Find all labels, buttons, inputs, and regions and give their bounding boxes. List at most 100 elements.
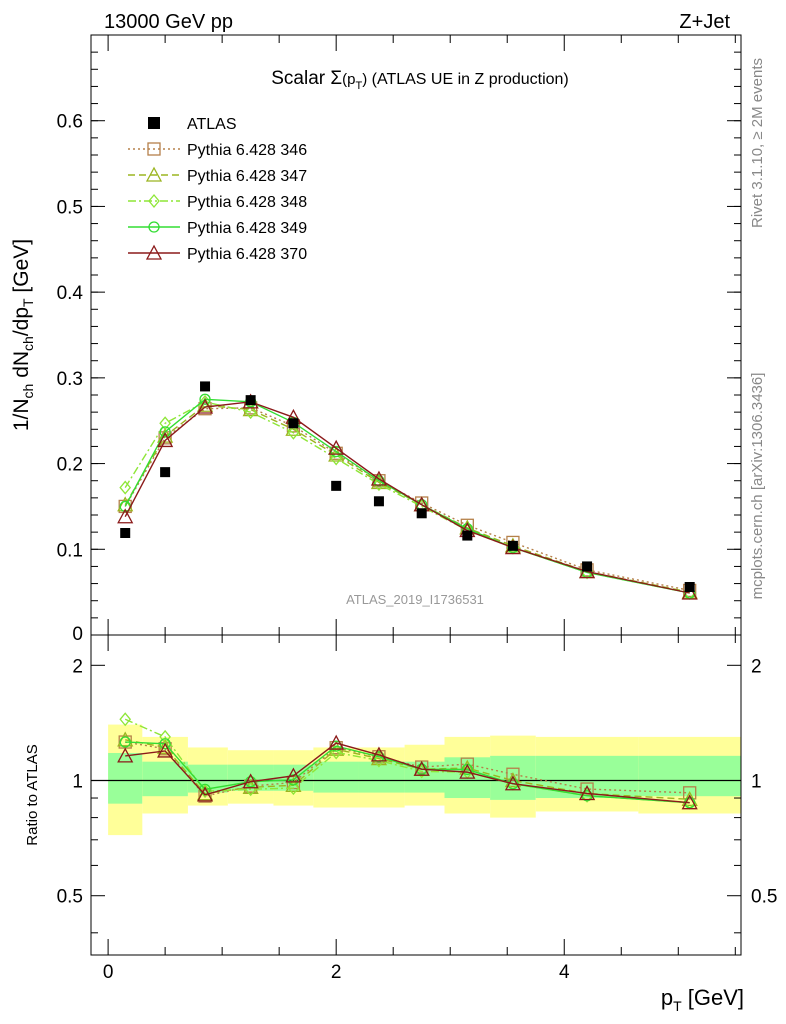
ylabel-part2: dN <box>10 351 33 384</box>
legend-label-data: ATLAS <box>187 116 237 133</box>
data-point <box>245 395 256 406</box>
ratio-y-tick-label-right: 0.5 <box>751 887 777 908</box>
title-arg-sub: T <box>355 80 362 92</box>
ratio-panel-marks <box>117 712 698 810</box>
x-tick-label: 4 <box>559 962 570 983</box>
ratio-series-point <box>285 767 302 783</box>
data-point <box>462 530 473 541</box>
series-point <box>159 426 171 438</box>
ylabel-part3: /dp <box>10 307 33 336</box>
ratio-y-axis-label: Ratio to ATLAS <box>24 744 41 845</box>
ylabel-part4: [GeV] <box>10 239 33 299</box>
ratio-series-point <box>159 738 171 750</box>
title-arg-close: ) <box>362 71 367 88</box>
ratio-series-point <box>117 747 134 763</box>
data-point <box>200 381 211 392</box>
series-point <box>196 396 214 412</box>
legend-marker <box>145 166 163 182</box>
ratio-uncertainty-bands <box>91 724 741 836</box>
legend-label: Pythia 6.428 370 <box>187 246 307 263</box>
x-tick-label: 2 <box>331 962 342 983</box>
legend: ATLAS Pythia 6.428 346 Pythia 6.428 347 Pyt… <box>128 116 307 263</box>
legend-label: Pythia 6.428 348 <box>187 194 307 211</box>
ylabel-sub1: ch <box>20 384 36 399</box>
ratio-series-point <box>681 794 698 810</box>
ylabel-sub3: T <box>20 298 36 307</box>
y-tick-label: 0.5 <box>57 197 83 218</box>
series-point <box>681 584 698 600</box>
main-panel-marks <box>117 381 698 601</box>
data-point <box>373 496 384 507</box>
series-point <box>119 480 132 495</box>
legend-marker <box>148 193 160 209</box>
series-point <box>328 439 345 455</box>
series-point <box>196 398 214 414</box>
ratio-series-line <box>125 739 690 801</box>
legend-marker <box>148 221 160 233</box>
title-sigma: Σ <box>330 68 342 89</box>
ratio-series-point <box>373 753 385 768</box>
series-point <box>199 393 211 405</box>
ratio-band-inner <box>358 761 405 793</box>
xlabel-unit: [GeV] <box>682 985 744 1010</box>
ratio-band-inner <box>142 761 188 797</box>
ratio-panel-frame <box>90 634 742 956</box>
xlabel-sub: T <box>673 998 682 1014</box>
energy-label: 13000 GeV pp <box>104 11 233 33</box>
plot-title: Scalar Σ(pT) (ATLAS UE in Z production) <box>271 68 569 92</box>
ratio-series-point <box>157 742 174 758</box>
data-point <box>160 467 171 478</box>
data-point <box>507 540 518 551</box>
ratio-series-point <box>328 734 345 750</box>
series-point <box>370 470 388 486</box>
y-tick-label: 0.3 <box>57 369 83 390</box>
ratio-series-point <box>370 746 388 762</box>
ratio-series-point <box>413 760 430 776</box>
legend-marker <box>147 142 161 156</box>
data-point <box>684 582 695 592</box>
data-point <box>416 508 427 519</box>
y-axis-label: 1/Nch dNch/dpT [GeV] <box>10 239 36 431</box>
y-tick-label: 0.1 <box>57 540 83 561</box>
ratio-series-point <box>578 785 596 801</box>
analysis-watermark: ATLAS_2019_I1736531 <box>346 592 484 607</box>
series-point <box>285 420 302 436</box>
process-label: Z+Jet <box>679 11 730 33</box>
ratio-series-point <box>119 712 132 727</box>
title-arg: (p <box>342 71 355 88</box>
rivet-label: Rivet 3.1.10, ≥ 2M events <box>749 58 766 228</box>
series-point <box>117 508 134 524</box>
legend-label: Pythia 6.428 346 <box>187 142 307 159</box>
ratio-y-tick-label: 1 <box>72 772 83 793</box>
y-tick-label: 0.6 <box>57 112 83 133</box>
y-tick-label: 0.2 <box>57 455 83 476</box>
title-suffix: (ATLAS UE in Z production) <box>367 71 569 88</box>
data-point <box>120 528 131 538</box>
x-axis-label: pT [GeV] <box>661 985 744 1014</box>
legend-label: Pythia 6.428 349 <box>187 220 307 237</box>
ratio-y-tick-label: 0.5 <box>57 887 83 908</box>
ratio-series-point <box>506 767 520 781</box>
ratio-series-point <box>459 763 476 779</box>
ratio-series-point <box>196 786 214 802</box>
ratio-band-inner <box>638 755 741 797</box>
data-point <box>288 418 299 429</box>
ratio-series-point <box>242 773 259 789</box>
series-point <box>244 405 257 420</box>
y-tick-label: 0.4 <box>57 283 84 304</box>
ratio-series-point <box>198 789 212 803</box>
ratio-series-point <box>287 774 300 786</box>
ratio-band-inner <box>535 755 639 799</box>
series-point <box>287 425 300 440</box>
mcplots-label: mcplots.cern.ch [arXiv:1306.3436] <box>749 373 766 600</box>
data-point <box>331 480 342 491</box>
ratio-series-point <box>504 775 522 791</box>
ratio-series-point <box>287 781 300 796</box>
ratio-y-tick-label-right: 2 <box>751 656 762 677</box>
ratio-series-point <box>119 736 131 748</box>
ratio-y-tick-label-right: 1 <box>751 772 762 793</box>
series-point <box>242 401 259 417</box>
ylabel-sub2: ch <box>20 336 36 351</box>
series-point <box>330 451 343 466</box>
